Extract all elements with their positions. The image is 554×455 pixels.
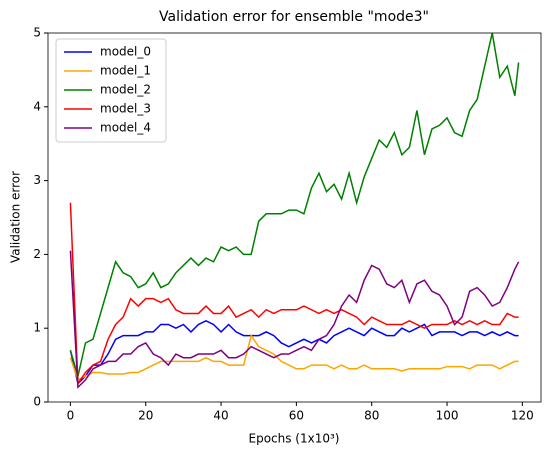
legend-label: model_4 (100, 121, 151, 135)
legend-label: model_3 (100, 102, 151, 116)
x-axis-label: Epochs (1x10³) (249, 432, 340, 446)
legend-label: model_0 (100, 45, 151, 59)
y-tick-label: 1 (33, 321, 41, 335)
legend-label: model_1 (100, 64, 151, 78)
y-axis-label: Validation error (9, 171, 23, 263)
series-line (69, 333, 519, 381)
x-tick-label: 60 (289, 409, 304, 423)
series-line (69, 319, 519, 386)
legend-box (55, 38, 167, 143)
y-tick-label: 3 (33, 173, 41, 187)
x-tick-label: 100 (436, 409, 459, 423)
plot-frame (47, 32, 542, 403)
y-tick-label: 5 (33, 26, 41, 40)
x-tick-label: 80 (364, 409, 379, 423)
x-tick-label: 120 (511, 409, 534, 423)
series-line (69, 33, 520, 380)
chart-title: Validation error for ensemble "mode3" (159, 9, 429, 25)
series-line (69, 202, 519, 386)
x-tick-label: 40 (213, 409, 228, 423)
y-tick-label: 4 (33, 99, 41, 113)
x-tick-label: 20 (138, 409, 153, 423)
x-tick-label: 0 (67, 409, 75, 423)
series-line (69, 250, 520, 389)
y-tick-label: 0 (33, 395, 41, 409)
legend-label: model_2 (100, 83, 151, 97)
y-tick-label: 2 (33, 247, 41, 261)
